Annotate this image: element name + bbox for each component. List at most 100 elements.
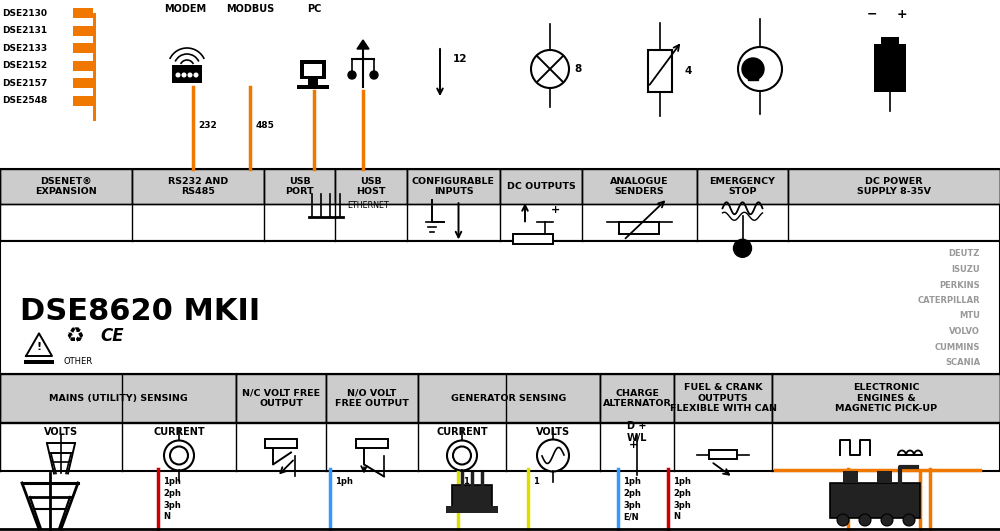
Bar — [788, 169, 1000, 203]
Text: MTU: MTU — [959, 312, 980, 321]
Circle shape — [734, 239, 752, 258]
Text: ELECTRONIC
ENGINES &
MAGNETIC PICK-UP: ELECTRONIC ENGINES & MAGNETIC PICK-UP — [835, 383, 937, 413]
Circle shape — [742, 58, 764, 80]
Bar — [748, 69, 758, 80]
Bar — [73, 25, 93, 36]
Text: MAINS (UTILITY) SENSING: MAINS (UTILITY) SENSING — [49, 394, 187, 402]
Text: 1ph: 1ph — [335, 477, 353, 486]
Bar — [697, 169, 788, 203]
Circle shape — [738, 47, 782, 91]
Text: CURRENT: CURRENT — [153, 427, 205, 437]
Circle shape — [903, 514, 915, 526]
Circle shape — [859, 514, 871, 526]
Text: USB
HOST: USB HOST — [356, 177, 386, 196]
Text: PC: PC — [307, 4, 321, 14]
Text: 232: 232 — [199, 121, 217, 130]
Circle shape — [348, 71, 356, 79]
Bar — [0, 374, 236, 423]
Text: 485: 485 — [256, 121, 274, 130]
Bar — [877, 471, 892, 483]
Bar — [648, 50, 672, 92]
Circle shape — [188, 73, 192, 77]
Text: DSE2133: DSE2133 — [2, 44, 47, 53]
Circle shape — [176, 73, 180, 77]
Bar — [446, 506, 498, 513]
Circle shape — [194, 73, 198, 77]
Circle shape — [837, 514, 849, 526]
Text: +: + — [628, 441, 638, 450]
Circle shape — [370, 71, 378, 79]
Text: DC POWER
SUPPLY 8-35V: DC POWER SUPPLY 8-35V — [857, 177, 931, 196]
Bar — [0, 241, 1000, 374]
Bar — [452, 485, 492, 509]
Bar — [73, 61, 93, 71]
Text: CATERPILLAR: CATERPILLAR — [917, 296, 980, 305]
Text: ANALOGUE
SENDERS: ANALOGUE SENDERS — [610, 177, 669, 196]
Text: 1ph
2ph
3ph
N: 1ph 2ph 3ph N — [163, 477, 181, 521]
Circle shape — [182, 73, 186, 77]
Circle shape — [447, 441, 477, 470]
Text: VOLTS: VOLTS — [44, 427, 78, 437]
Bar — [73, 78, 93, 88]
Circle shape — [170, 447, 188, 465]
Circle shape — [453, 447, 471, 465]
Text: 12: 12 — [453, 54, 467, 64]
Bar — [500, 169, 582, 203]
Bar — [172, 65, 202, 83]
Text: ♻: ♻ — [66, 326, 84, 346]
Text: 1: 1 — [463, 477, 469, 486]
Text: +: + — [897, 7, 907, 21]
Bar — [619, 222, 659, 234]
Bar — [843, 471, 858, 483]
Bar — [297, 85, 329, 89]
Bar — [709, 450, 737, 459]
Polygon shape — [357, 40, 369, 49]
Bar — [93, 13, 96, 121]
Circle shape — [531, 50, 569, 88]
Bar — [830, 483, 920, 518]
Text: DSE2157: DSE2157 — [2, 79, 47, 88]
Text: CHARGE
ALTERNATOR: CHARGE ALTERNATOR — [603, 389, 671, 408]
Bar — [418, 374, 600, 423]
Text: 8: 8 — [574, 64, 582, 74]
Bar — [73, 8, 93, 18]
Text: VOLTS: VOLTS — [536, 427, 570, 437]
Text: CONFIGURABLE
INPUTS: CONFIGURABLE INPUTS — [412, 177, 495, 196]
Bar — [300, 60, 326, 79]
Text: N/O VOLT
FREE OUTPUT: N/O VOLT FREE OUTPUT — [335, 389, 409, 408]
Text: DSE2152: DSE2152 — [2, 61, 47, 70]
Text: 1ph
2ph
3ph
N: 1ph 2ph 3ph N — [673, 477, 691, 521]
Text: RS232 AND
RS485: RS232 AND RS485 — [168, 177, 228, 196]
Bar — [582, 169, 697, 203]
Text: PERKINS: PERKINS — [939, 280, 980, 289]
Text: !: ! — [36, 342, 42, 352]
Text: GENERATOR SENSING: GENERATOR SENSING — [451, 394, 567, 402]
Text: DSE8620 MKII: DSE8620 MKII — [20, 297, 260, 327]
Bar — [874, 44, 906, 92]
Bar — [304, 64, 322, 76]
Bar — [600, 374, 674, 423]
Text: USB
PORT: USB PORT — [285, 177, 314, 196]
Text: DSE2131: DSE2131 — [2, 26, 47, 35]
Polygon shape — [26, 333, 52, 356]
Bar — [326, 374, 418, 423]
Text: DSENET®
EXPANSION: DSENET® EXPANSION — [35, 177, 97, 196]
Bar — [24, 360, 54, 364]
Bar — [335, 169, 407, 203]
Bar — [265, 440, 297, 449]
Bar — [308, 79, 318, 85]
Text: DC OUTPUTS: DC OUTPUTS — [507, 182, 575, 191]
Bar — [513, 234, 553, 244]
Text: CURRENT: CURRENT — [436, 427, 488, 437]
Text: CE: CE — [100, 327, 124, 345]
Bar — [0, 169, 1000, 241]
Text: FUEL & CRANK
OUTPUTS
FLEXIBLE WITH CAN: FUEL & CRANK OUTPUTS FLEXIBLE WITH CAN — [670, 383, 776, 413]
Bar — [264, 169, 335, 203]
Text: N/C VOLT FREE
OUTPUT: N/C VOLT FREE OUTPUT — [242, 389, 320, 408]
Text: EMERGENCY
STOP: EMERGENCY STOP — [710, 177, 775, 196]
Circle shape — [537, 440, 569, 472]
Bar — [674, 374, 772, 423]
Text: ETHERNET: ETHERNET — [348, 201, 389, 210]
Bar — [132, 169, 264, 203]
Text: OTHER: OTHER — [63, 357, 93, 366]
